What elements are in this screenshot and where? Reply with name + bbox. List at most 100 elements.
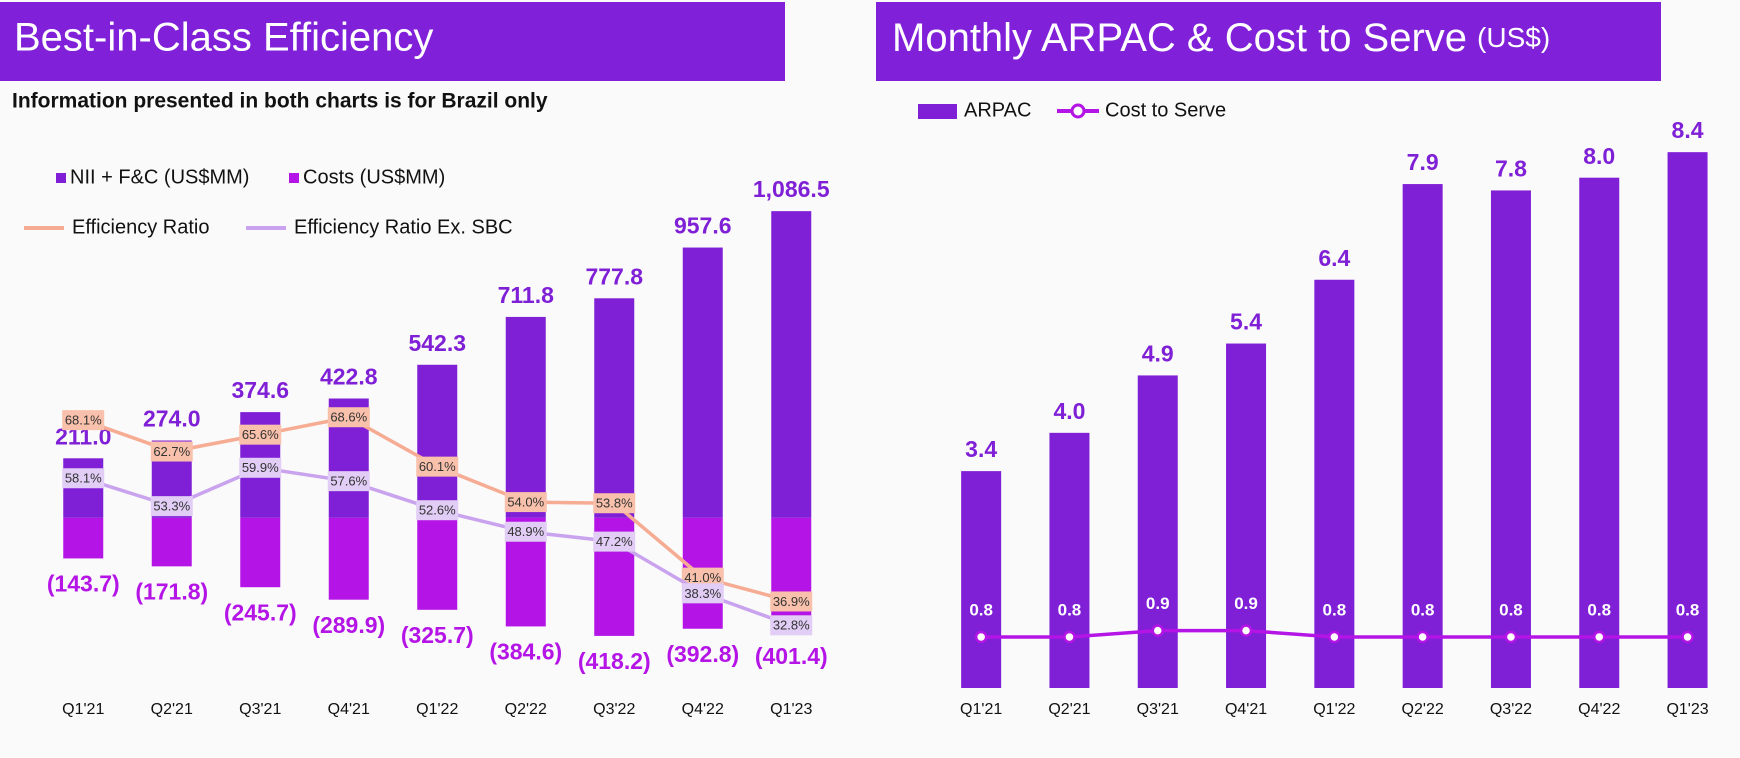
- x-tick-label: Q3'22: [593, 701, 635, 718]
- header-band: [0, 2, 785, 81]
- data-label: 57.6%: [330, 474, 367, 489]
- data-label: 711.8: [498, 282, 554, 308]
- data-label-box: [770, 615, 813, 636]
- data-label: 36.9%: [773, 594, 810, 609]
- data-label: 47.2%: [596, 534, 633, 549]
- data-label: 52.6%: [419, 503, 456, 518]
- data-label-box: [150, 496, 193, 517]
- bar: [417, 364, 458, 518]
- data-label-box: [150, 441, 193, 462]
- data-label: (289.9): [312, 612, 385, 638]
- x-tick-label: Q1'22: [416, 701, 458, 718]
- data-label: (325.7): [401, 622, 474, 648]
- legend-marker: [918, 104, 957, 119]
- data-label-box: [504, 521, 547, 542]
- data-label: 68.1%: [65, 413, 102, 428]
- x-tick-label: Q1'23: [1666, 701, 1708, 718]
- data-label: 53.8%: [596, 496, 633, 511]
- x-tick-label: Q4'22: [1578, 701, 1620, 718]
- chart-title: Monthly ARPAC & Cost to Serve (US$): [892, 16, 1550, 60]
- data-label-box: [593, 531, 636, 552]
- data-label: 0.8: [1587, 600, 1611, 619]
- bar: [771, 211, 812, 518]
- data-label: (143.7): [47, 570, 120, 596]
- point: [1681, 630, 1694, 644]
- data-label: (245.7): [224, 599, 297, 625]
- point: [1416, 630, 1429, 644]
- data-label: (401.4): [755, 643, 828, 669]
- data-label-box: [681, 583, 724, 604]
- data-label-box: [416, 456, 459, 477]
- bar: [1579, 177, 1620, 688]
- legend-marker: [56, 173, 66, 183]
- header-band: [876, 2, 1661, 81]
- data-label-box: [62, 468, 105, 489]
- data-label: 4.0: [1053, 398, 1085, 424]
- data-label: 54.0%: [507, 495, 544, 510]
- data-label: (418.2): [578, 648, 651, 674]
- data-label: 0.9: [1234, 594, 1258, 613]
- legend-label: Cost to Serve: [1105, 99, 1226, 121]
- point: [1151, 624, 1164, 637]
- data-label: (384.6): [489, 639, 562, 665]
- data-label-box: [327, 407, 370, 428]
- legend-label: Efficiency Ratio: [72, 216, 209, 238]
- point: [1239, 624, 1253, 637]
- data-label: 32.8%: [773, 618, 810, 633]
- legend-marker: [289, 173, 299, 183]
- data-label-box: [593, 493, 636, 514]
- x-tick-label: Q4'21: [328, 701, 370, 718]
- data-label: 274.0: [143, 406, 201, 432]
- bar: [1137, 375, 1178, 688]
- x-tick-label: Q1'22: [1313, 701, 1355, 718]
- x-tick-label: Q1'21: [960, 701, 1002, 718]
- point: [974, 630, 988, 644]
- title-main: Monthly ARPAC & Cost to Serve: [892, 16, 1467, 60]
- data-label: 374.6: [231, 377, 289, 403]
- x-tick-label: Q3'22: [1490, 701, 1532, 718]
- point: [1593, 630, 1606, 644]
- bar: [1490, 190, 1531, 688]
- x-tick-label: Q2'21: [151, 701, 193, 718]
- data-label: 58.1%: [65, 471, 102, 486]
- point: [1328, 630, 1341, 644]
- data-label-box: [327, 471, 370, 492]
- x-tick-label: Q2'22: [1402, 701, 1444, 718]
- bar: [1667, 152, 1708, 688]
- data-label: 53.3%: [153, 499, 190, 514]
- bar: [63, 517, 104, 559]
- bar: [240, 517, 281, 588]
- bar: [328, 517, 369, 600]
- legend-marker: [1070, 103, 1086, 119]
- data-label: 68.6%: [330, 410, 367, 425]
- data-label: 0.9: [1146, 594, 1170, 613]
- bar: [1314, 279, 1355, 688]
- bar: [594, 298, 635, 518]
- legend-label: Efficiency Ratio Ex. SBC: [294, 216, 513, 238]
- data-label: 6.4: [1318, 245, 1350, 271]
- data-label-box: [681, 567, 724, 588]
- data-label: 957.6: [674, 213, 732, 239]
- bar: [505, 316, 546, 518]
- data-label: 777.8: [585, 263, 643, 289]
- x-tick-label: Q4'21: [1225, 701, 1267, 718]
- data-label-box: [416, 500, 459, 521]
- data-label: 65.6%: [242, 427, 279, 442]
- bar: [417, 517, 458, 610]
- data-label-box: [504, 492, 547, 513]
- x-tick-label: Q2'22: [505, 701, 547, 718]
- bar: [682, 247, 723, 518]
- legend-label: NII + F&C (US$MM): [70, 166, 249, 188]
- x-tick-label: Q3'21: [239, 701, 281, 718]
- bar: [1049, 432, 1090, 688]
- x-tick-label: Q4'22: [682, 701, 724, 718]
- bar: [1402, 184, 1443, 688]
- data-label: 0.8: [1411, 600, 1435, 619]
- point: [1063, 630, 1076, 644]
- data-label: 0.8: [1499, 600, 1523, 619]
- legend-label: Costs (US$MM): [303, 166, 445, 188]
- data-label-box: [62, 410, 105, 431]
- bar: [771, 517, 812, 632]
- data-label: 1,086.5: [753, 176, 830, 202]
